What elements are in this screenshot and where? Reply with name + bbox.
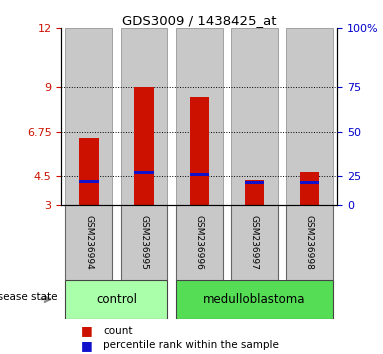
Text: GSM236994: GSM236994	[84, 215, 93, 270]
Bar	[245, 180, 264, 205]
Bar	[300, 172, 319, 205]
Bar	[286, 205, 333, 280]
Bar	[300, 181, 319, 184]
Bar	[176, 205, 223, 280]
Text: medulloblastoma: medulloblastoma	[203, 293, 306, 306]
Bar	[121, 205, 167, 280]
Bar	[176, 280, 333, 319]
Bar	[65, 280, 167, 319]
Text: disease state: disease state	[0, 292, 57, 302]
Bar	[231, 205, 278, 280]
Bar	[134, 171, 154, 174]
Title: GDS3009 / 1438425_at: GDS3009 / 1438425_at	[122, 14, 277, 27]
Bar	[176, 28, 223, 205]
Bar	[79, 138, 98, 205]
Bar	[79, 180, 98, 183]
Bar	[190, 173, 209, 176]
Bar	[286, 28, 333, 205]
Bar	[121, 28, 167, 205]
Text: percentile rank within the sample: percentile rank within the sample	[103, 340, 279, 350]
Bar	[65, 205, 112, 280]
Text: GSM236995: GSM236995	[139, 215, 149, 270]
Text: GSM236996: GSM236996	[195, 215, 204, 270]
Bar	[134, 87, 154, 205]
Text: ■: ■	[80, 325, 92, 337]
Bar	[231, 28, 278, 205]
Bar	[190, 97, 209, 205]
Text: ■: ■	[80, 339, 92, 352]
Bar	[65, 28, 112, 205]
Text: count: count	[103, 326, 133, 336]
Bar	[245, 181, 264, 184]
Text: GSM236998: GSM236998	[305, 215, 314, 270]
Text: GSM236997: GSM236997	[250, 215, 259, 270]
Text: control: control	[96, 293, 137, 306]
